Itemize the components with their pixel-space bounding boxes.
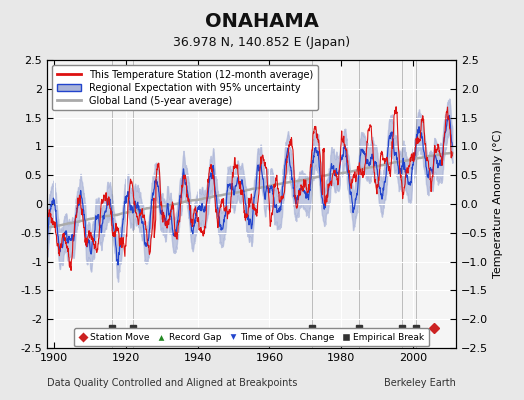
- Text: Berkeley Earth: Berkeley Earth: [384, 378, 456, 388]
- Text: ONAHAMA: ONAHAMA: [205, 12, 319, 31]
- Text: Data Quality Controlled and Aligned at Breakpoints: Data Quality Controlled and Aligned at B…: [47, 378, 298, 388]
- Text: 36.978 N, 140.852 E (Japan): 36.978 N, 140.852 E (Japan): [173, 36, 351, 49]
- Legend: Station Move, Record Gap, Time of Obs. Change, Empirical Break: Station Move, Record Gap, Time of Obs. C…: [74, 328, 429, 346]
- Y-axis label: Temperature Anomaly (°C): Temperature Anomaly (°C): [494, 130, 504, 278]
